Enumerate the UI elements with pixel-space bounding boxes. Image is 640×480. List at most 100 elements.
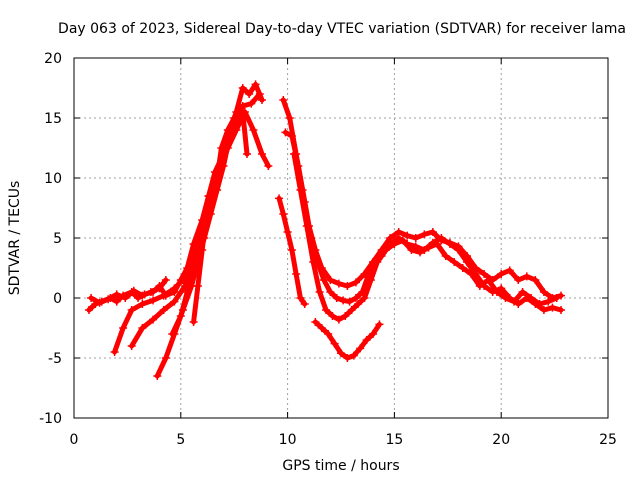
data-point [450, 258, 459, 266]
data-point [330, 339, 339, 348]
data-point [149, 315, 158, 324]
data-point [514, 300, 523, 308]
y-tick-label: 20 [44, 51, 62, 67]
data-point [176, 312, 185, 320]
data-point [343, 282, 352, 290]
data-point [119, 324, 128, 332]
data-point [552, 294, 561, 302]
data-point [155, 284, 164, 293]
data-point [514, 276, 523, 284]
data-point [351, 294, 360, 302]
data-point [522, 272, 531, 281]
data-point [366, 276, 375, 284]
series-line [88, 277, 169, 306]
data-point [411, 234, 420, 242]
data-point [315, 288, 324, 296]
data-point [356, 344, 365, 353]
data-point [437, 234, 446, 242]
data-point [319, 276, 328, 284]
x-tick-label: 20 [492, 432, 510, 448]
data-point [527, 294, 536, 302]
data-point [245, 90, 254, 98]
data-point [159, 291, 168, 300]
data-point [161, 276, 170, 284]
data-point [428, 228, 437, 236]
x-tick-label: 5 [176, 432, 185, 448]
data-point [251, 80, 260, 89]
data-point [354, 300, 363, 308]
data-point [390, 240, 399, 248]
series-track-i [281, 128, 566, 314]
data-point [193, 282, 202, 290]
data-point [328, 312, 337, 320]
data-point [484, 276, 493, 284]
data-point [510, 297, 519, 306]
data-point [161, 354, 170, 362]
data-point [230, 114, 239, 122]
data-point [110, 348, 119, 356]
data-point [337, 349, 345, 358]
data-point [416, 248, 425, 257]
data-point [535, 300, 544, 308]
data-point [285, 114, 294, 122]
data-point [287, 246, 296, 254]
x-tick-label: 0 [70, 432, 79, 448]
data-point [121, 294, 130, 302]
y-tick-label: 0 [53, 291, 62, 307]
data-point [480, 270, 489, 278]
data-point [281, 128, 290, 137]
data-point [149, 296, 158, 305]
data-point [275, 194, 284, 203]
data-point [264, 162, 273, 170]
data-point [458, 264, 467, 272]
data-point [398, 236, 407, 245]
data-point [539, 288, 548, 296]
data-point [127, 306, 136, 314]
data-point [223, 126, 232, 134]
data-point [360, 294, 369, 302]
data-point [505, 266, 514, 275]
data-point [138, 300, 147, 308]
series-track-k [275, 194, 309, 308]
data-point [334, 279, 343, 288]
data-point [243, 150, 252, 158]
grid [74, 58, 608, 418]
x-tick-label: 25 [599, 432, 617, 448]
data-point [213, 174, 222, 182]
y-tick-label: -10 [39, 411, 62, 427]
data-point [296, 294, 305, 302]
data-point [433, 240, 442, 248]
data-point [247, 99, 256, 108]
data-point [497, 284, 506, 293]
data-point [334, 315, 343, 324]
data-point [189, 264, 198, 272]
data-point [238, 108, 247, 116]
data-point [206, 192, 215, 200]
data-point [87, 294, 96, 302]
data-point [302, 222, 311, 230]
data-point [257, 96, 266, 104]
data-point [257, 150, 266, 158]
data-point [332, 294, 341, 302]
data-point [153, 372, 162, 380]
data-point [407, 246, 416, 254]
data-point [362, 336, 371, 344]
data-point [347, 306, 356, 314]
series-track-c [110, 90, 264, 356]
data-point [292, 270, 301, 278]
data-point [349, 351, 358, 360]
data-point [445, 240, 454, 248]
data-point [544, 297, 553, 306]
y-axis-label: SDTVAR / TECUs [7, 181, 23, 296]
data-point [557, 306, 566, 314]
chart-title: Day 063 of 2023, Sidereal Day-to-day VTE… [58, 21, 626, 37]
y-tick-label: -5 [48, 351, 62, 367]
data-point [375, 320, 384, 329]
data-point [351, 278, 360, 287]
data-point [326, 288, 335, 296]
data-point [381, 246, 390, 254]
data-point [420, 230, 429, 239]
data-point [202, 210, 211, 218]
data-point [475, 282, 484, 290]
